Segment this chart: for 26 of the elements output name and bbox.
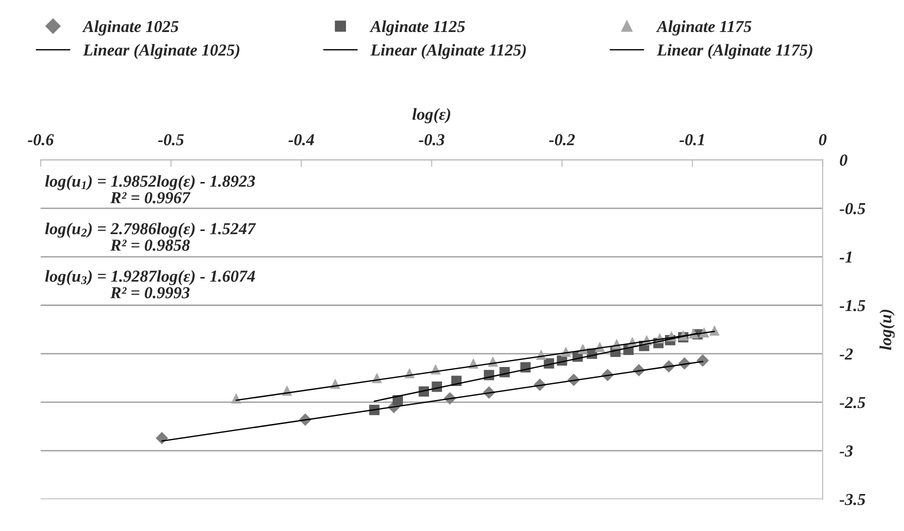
x-tick-label: 0 <box>819 134 827 146</box>
y-tick-label: -3 <box>840 445 853 457</box>
y-tick-label: -2 <box>840 348 853 360</box>
y-axis-title: log(u) <box>880 310 895 350</box>
x-tick-label: -0.2 <box>549 134 575 146</box>
y-tick-label: 0 <box>840 154 848 166</box>
y-tick-label: -1.5 <box>840 300 866 312</box>
x-tick-label: -0.4 <box>288 134 314 146</box>
y-tick-label: -3.5 <box>840 494 866 506</box>
x-tick-label: -0.5 <box>158 134 184 146</box>
legend-label: Alginate 1125 <box>370 20 465 36</box>
legend-label: Linear (Alginate 1125) <box>370 44 526 60</box>
annotation: log(u$_{1}$) = 1.9852log(ε) - 1.8923 R² = 0.9967 <box>45 175 256 204</box>
legend-label: Linear (Alginate 1175) <box>656 44 812 60</box>
legend-label: Linear (Alginate 1025) <box>82 44 240 60</box>
y-tick-label: -0.5 <box>840 203 866 214</box>
x-tick-label: -0.6 <box>28 134 54 146</box>
annotation: log(u$_{2}$) = 2.7986log(ε) - 1.5247 R² = 0.9858 <box>45 222 256 251</box>
x-tick-label: -0.3 <box>418 134 444 146</box>
y-tick-label: -1 <box>840 252 852 263</box>
legend-label: Alginate 1025 <box>82 20 178 36</box>
annotation: log(u$_{3}$) = 1.9287log(ε) - 1.6074 R² = 0.9993 <box>45 270 255 298</box>
x-axis-title: log(ε) <box>412 108 450 124</box>
legend-label: Alginate 1175 <box>656 20 752 36</box>
y-tick-label: -2.5 <box>840 396 866 408</box>
x-tick-label: -0.1 <box>679 134 704 146</box>
